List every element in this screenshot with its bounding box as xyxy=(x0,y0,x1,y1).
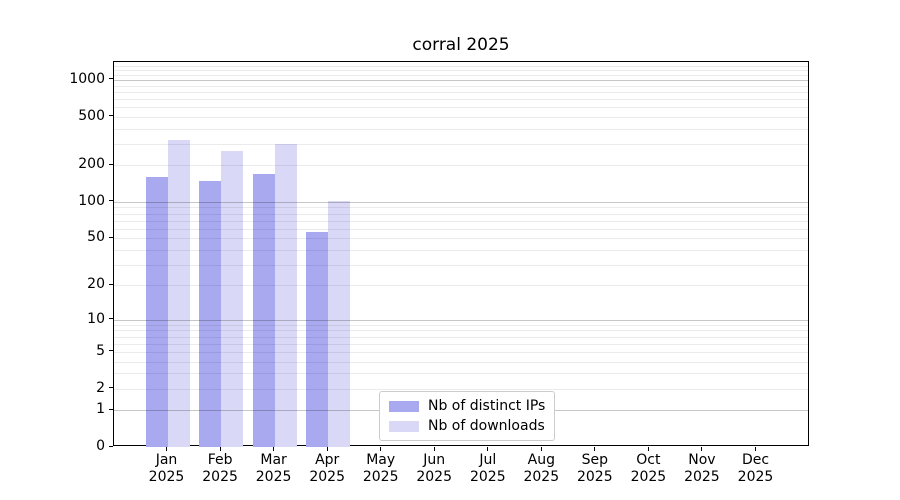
y-tick-label: 1 xyxy=(96,401,105,418)
legend-swatch-distinct-ips xyxy=(389,400,419,412)
y-tick-mark xyxy=(109,318,113,320)
gridline-minor xyxy=(114,116,808,118)
x-tick-mark xyxy=(326,447,328,451)
x-tick-label: Jun 2025 xyxy=(416,452,452,485)
y-tick-mark xyxy=(109,115,113,117)
x-tick-mark xyxy=(540,447,542,451)
gridline-minor xyxy=(114,128,808,130)
gridline-minor xyxy=(114,74,808,76)
x-tick-label: Oct 2025 xyxy=(630,452,667,485)
gridline-minor xyxy=(114,336,808,338)
gridline-minor xyxy=(114,249,808,251)
gridline-minor xyxy=(114,207,808,209)
x-tick-mark xyxy=(755,447,756,451)
gridline-minor xyxy=(114,324,808,326)
gridline-minor xyxy=(114,213,808,215)
gridline-minor xyxy=(114,351,808,353)
y-tick-label: 0 xyxy=(96,438,105,454)
bar xyxy=(167,140,190,447)
y-tick-mark xyxy=(109,163,113,165)
bar xyxy=(274,144,297,447)
legend-swatch-downloads xyxy=(389,420,419,432)
x-tick-label: Dec 2025 xyxy=(737,452,774,485)
bar xyxy=(306,232,329,447)
gridline-minor xyxy=(114,143,808,145)
y-tick-label: 1000 xyxy=(69,70,105,87)
legend-item-distinct-ips: Nb of distinct IPs xyxy=(389,398,545,414)
y-tick-mark xyxy=(109,236,113,238)
plot-area: Nb of distinct IPs Nb of downloads xyxy=(113,61,809,447)
x-tick-mark xyxy=(701,447,703,451)
x-tick-mark xyxy=(219,447,221,451)
gridline-minor xyxy=(114,373,808,375)
x-tick-mark xyxy=(647,447,649,451)
gridline-major xyxy=(114,79,808,81)
x-tick-label: Mar 2025 xyxy=(255,452,292,485)
y-tick-label: 50 xyxy=(87,229,105,246)
legend-label-distinct-ips: Nb of distinct IPs xyxy=(428,398,546,414)
gridline-minor xyxy=(114,165,808,167)
x-tick-label: Nov 2025 xyxy=(684,452,720,485)
x-tick-label: Sep 2025 xyxy=(576,452,613,485)
y-tick-mark xyxy=(109,200,113,202)
y-tick-mark xyxy=(109,350,113,352)
y-tick-mark xyxy=(109,408,113,410)
gridline-minor xyxy=(114,285,808,287)
gridline-minor xyxy=(114,220,808,222)
x-tick-label: Feb 2025 xyxy=(202,452,238,485)
gridline-minor xyxy=(114,85,808,87)
bar xyxy=(145,176,168,447)
gridline-minor xyxy=(114,343,808,345)
legend: Nb of distinct IPs Nb of downloads xyxy=(379,391,556,441)
x-tick-label: Apr 2025 xyxy=(309,452,345,485)
y-tick-label: 10 xyxy=(87,310,105,327)
gridline-minor xyxy=(114,91,808,93)
x-tick-label: Jan 2025 xyxy=(148,452,185,485)
x-tick-label: Jul 2025 xyxy=(469,452,506,485)
bars-layer xyxy=(114,62,808,447)
y-tick-label: 100 xyxy=(78,192,105,209)
gridline-minor xyxy=(114,228,808,230)
legend-label-downloads: Nb of downloads xyxy=(428,418,545,434)
x-tick-mark xyxy=(166,447,167,451)
y-tick-label: 2 xyxy=(96,379,105,396)
bar xyxy=(328,201,351,447)
chart-title: corral 2025 xyxy=(412,35,510,55)
x-tick-mark xyxy=(594,447,596,451)
y-tick-mark xyxy=(109,387,113,389)
x-tick-mark xyxy=(487,447,489,451)
gridline-major xyxy=(114,201,808,203)
gridline-minor xyxy=(114,330,808,332)
x-tick-mark xyxy=(433,447,435,451)
x-tick-label: Aug 2025 xyxy=(523,452,560,485)
gridline-minor xyxy=(114,107,808,108)
gridline-minor xyxy=(114,98,808,100)
x-tick-label: May 2025 xyxy=(362,452,399,485)
legend-item-downloads: Nb of downloads xyxy=(389,418,545,434)
y-tick-label: 5 xyxy=(96,342,105,359)
x-tick-mark xyxy=(380,447,382,451)
y-tick-mark xyxy=(109,283,113,285)
y-tick-mark xyxy=(109,445,113,447)
gridline-minor xyxy=(114,70,808,72)
y-tick-label: 20 xyxy=(87,276,105,293)
gridline-minor xyxy=(114,361,808,363)
x-tick-mark xyxy=(273,447,275,451)
gridline-minor xyxy=(114,264,808,266)
gridline-minor xyxy=(114,388,808,390)
gridline-minor xyxy=(114,238,808,240)
gridline-major xyxy=(114,319,808,321)
bar xyxy=(199,181,222,447)
y-tick-mark xyxy=(109,78,113,80)
gridline-minor xyxy=(114,65,808,67)
bar xyxy=(221,150,244,447)
bar xyxy=(252,174,275,447)
y-tick-label: 200 xyxy=(78,156,105,173)
y-tick-label: 500 xyxy=(78,107,105,124)
